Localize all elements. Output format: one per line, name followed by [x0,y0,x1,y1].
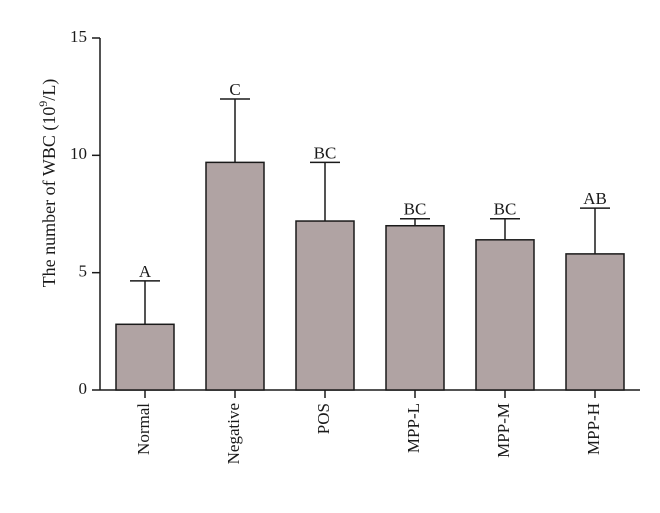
x-tick-label: MPP-H [584,403,603,455]
bar [565,253,625,391]
significance-label: A [139,262,152,281]
y-tick-labels: 0 5 10 15 [70,27,87,398]
x-tick-labels: Normal Negative POS MPP-L MPP-M MPP-H [134,403,603,465]
svg-text:The number of WBC (109/L): The number of WBC (109/L) [36,79,60,288]
significance-label: BC [494,200,517,219]
bar [385,224,445,391]
y-tick-label: 0 [79,379,88,398]
significance-label: BC [314,143,337,162]
bar [205,161,265,391]
y-axis-title-superscript: 9 [36,101,50,107]
y-axis-title: The number of WBC (109/L) [36,79,60,288]
y-tick-label: 5 [79,262,88,281]
y-tick-label: 15 [70,27,87,46]
x-tick-label: POS [314,403,333,434]
x-tick-label: Normal [134,403,153,455]
y-tick-label: 10 [70,144,87,163]
y-axis-title-main: The number of WBC (10 [39,107,60,288]
significance-label: C [229,80,240,99]
bar [295,220,355,391]
bars [115,161,625,391]
bar [115,323,175,391]
x-tick-label: MPP-M [494,403,513,458]
axes [92,37,640,398]
y-axis-title-tail: /L) [39,79,60,101]
x-tick-label: Negative [224,403,243,464]
significance-label: BC [404,200,427,219]
bar [475,239,535,391]
x-tick-label: MPP-L [404,403,423,453]
significance-label: AB [583,189,607,208]
significance-labels: A C BC BC BC AB [139,80,607,281]
error-bars [130,98,610,325]
